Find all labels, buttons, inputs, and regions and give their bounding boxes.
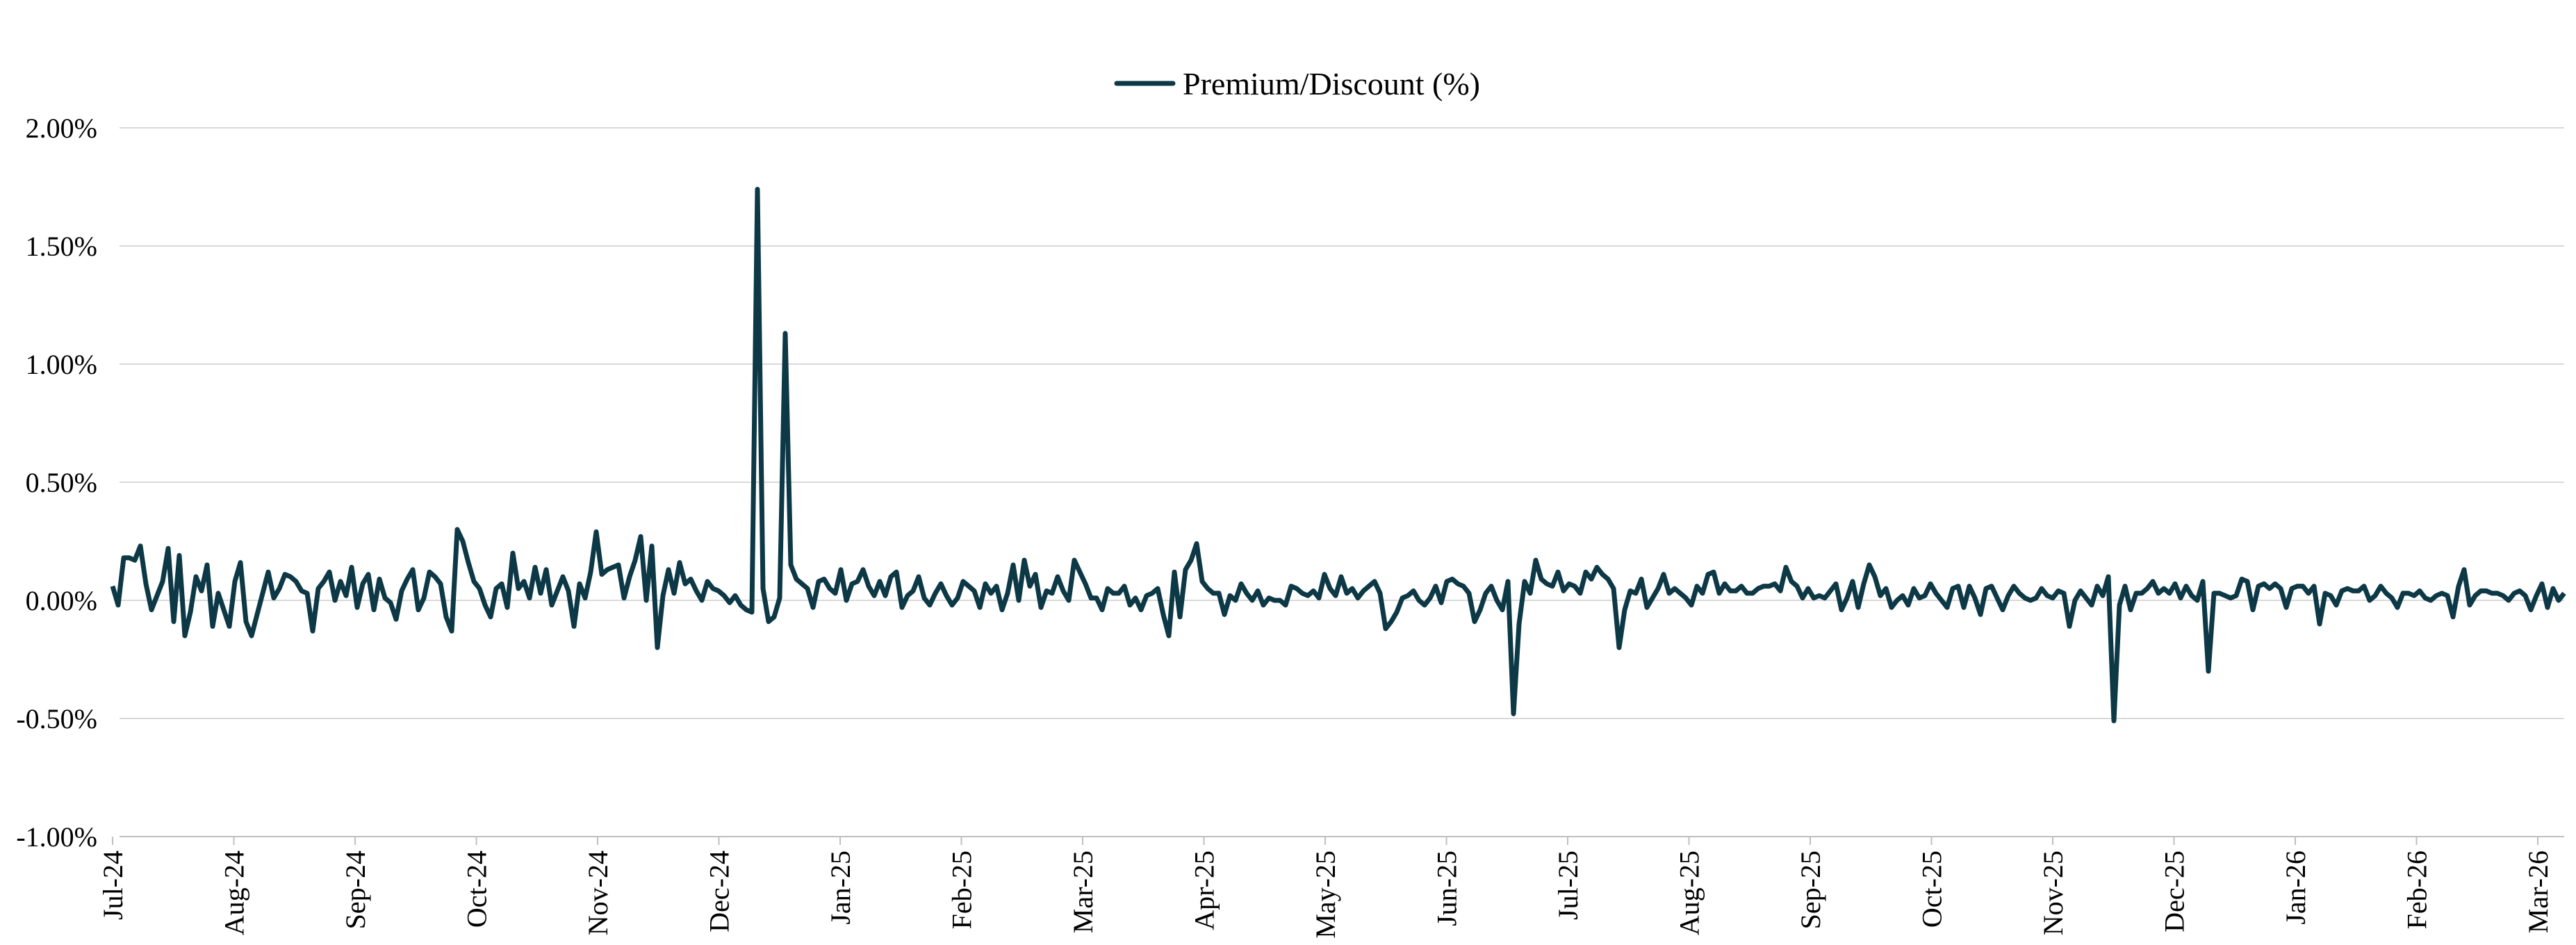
- x-tick-label: Aug-25: [1674, 850, 1705, 935]
- x-tick-labels: Jul-24 Aug-24 Sep-24 Oct-24 Nov-24 Dec-24 Jan-…: [97, 850, 2554, 939]
- y-tick-label: 0.50%: [26, 467, 97, 498]
- x-tick-label: Aug-24: [219, 850, 250, 935]
- y-tick-label: 1.50%: [26, 231, 97, 262]
- x-tick-label: Dec-24: [704, 850, 735, 932]
- x-tick-label: Sep-25: [1795, 850, 1826, 929]
- x-tick-label: Nov-25: [2037, 850, 2069, 935]
- axes: [112, 836, 2564, 845]
- x-tick-label: May-25: [1310, 850, 1341, 939]
- x-tick-label: Jul-25: [1552, 850, 1584, 920]
- y-tick-label: -0.50%: [16, 703, 97, 734]
- legend-label: Premium/Discount (%): [1183, 66, 1480, 101]
- x-tick-label: Oct-24: [461, 850, 493, 928]
- x-tick-label: Feb-25: [946, 850, 978, 929]
- x-tick-label: Jan-25: [825, 850, 856, 925]
- legend: Premium/Discount (%): [1114, 66, 1480, 101]
- x-tick-label: Sep-24: [340, 850, 371, 929]
- x-tick-label: Jun-25: [1431, 850, 1463, 926]
- series-line-premium-discount: [110, 186, 2566, 723]
- series-lines: [110, 186, 2566, 723]
- gridlines: [120, 127, 2564, 837]
- x-tick-label: Jan-26: [2280, 850, 2311, 925]
- x-tick-label: Oct-25: [1917, 850, 1948, 928]
- y-tick-labels: 2.00% 1.50% 1.00% 0.50% 0.00% -0.50% -1.00%: [16, 113, 97, 853]
- y-tick-label: 2.00%: [26, 113, 97, 144]
- x-tick-label: Mar-26: [2522, 850, 2554, 933]
- x-tick-label: Dec-25: [2159, 850, 2190, 932]
- x-tick-label: Nov-24: [582, 850, 614, 935]
- x-tick-label: Mar-25: [1067, 850, 1099, 933]
- x-tick-label: Apr-25: [1189, 850, 1220, 930]
- x-tick-label: Feb-26: [2402, 850, 2433, 929]
- x-tick-label: Jul-24: [97, 850, 129, 920]
- y-tick-label: 1.00%: [26, 349, 97, 380]
- y-tick-label: -1.00%: [16, 821, 97, 853]
- y-tick-label: 0.00%: [26, 585, 97, 616]
